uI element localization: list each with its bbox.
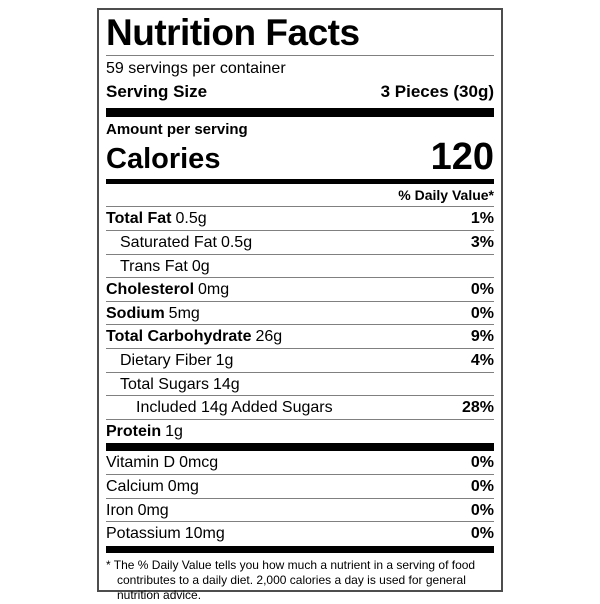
nutrient-name: Cholesterol <box>106 281 195 299</box>
nutrient-row-saturated-fat: Saturated Fat 0.5g 3% <box>106 231 494 255</box>
nutrient-name: Total Sugars <box>120 375 209 393</box>
vitamin-amount: 0mg <box>137 501 169 519</box>
nutrient-row-cholesterol: Cholesterol 0mg 0% <box>106 278 494 302</box>
nutrient-dv: 3% <box>470 234 494 252</box>
nutrient-name: Sodium <box>106 304 165 322</box>
nutrient-name: Included 14g Added Sugars <box>136 399 333 417</box>
thick-divider-bar <box>106 443 494 452</box>
nutrient-dv: 1% <box>470 210 494 228</box>
nutrient-name: Protein <box>106 422 162 440</box>
nutrient-amount: 1g <box>215 351 234 369</box>
vitamin-name: Calcium <box>106 477 164 495</box>
nutrient-name: Dietary Fiber <box>120 351 212 369</box>
vitamin-dv: 0% <box>470 525 494 543</box>
vitamin-name: Potassium <box>106 525 181 543</box>
thick-divider-bar <box>106 545 494 553</box>
nutrient-dv: 0% <box>470 281 494 299</box>
servings-per-container: 59 servings per container <box>106 59 286 77</box>
nutrient-amount: 26g <box>255 328 283 346</box>
nutrient-amount: 0g <box>191 257 210 275</box>
nutrient-name: Trans Fat <box>120 257 188 275</box>
nutrient-dv: 4% <box>470 351 494 369</box>
nutrient-row-total-sugars: Total Sugars 14g <box>106 373 494 397</box>
nutrient-row-sodium: Sodium 5mg 0% <box>106 302 494 326</box>
vitamin-row-potassium: Potassium 10mg 0% <box>106 522 494 545</box>
nutrient-amount: 14g <box>212 375 240 393</box>
thick-divider-bar <box>106 107 494 117</box>
nutrient-row-dietary-fiber: Dietary Fiber 1g 4% <box>106 349 494 373</box>
nutrient-dv: 9% <box>470 328 494 346</box>
nutrient-row-trans-fat: Trans Fat 0g <box>106 255 494 279</box>
vitamin-dv: 0% <box>470 501 494 519</box>
nutrient-amount: 0mg <box>198 281 230 299</box>
label-title: Nutrition Facts <box>106 13 494 56</box>
vitamin-amount: 10mg <box>184 525 225 543</box>
nutrient-amount: 0.5g <box>175 210 207 228</box>
nutrient-dv: 0% <box>470 304 494 322</box>
calories-row: Calories 120 <box>106 138 494 176</box>
nutrient-amount: 5mg <box>168 304 200 322</box>
vitamin-name: Vitamin D <box>106 454 176 472</box>
vitamin-amount: 0mg <box>167 477 199 495</box>
vitamin-row-vitamin-d: Vitamin D 0mcg 0% <box>106 451 494 475</box>
nutrition-facts-label: Nutrition Facts 59 servings per containe… <box>97 8 503 602</box>
nutrient-name: Saturated Fat <box>120 234 217 252</box>
vitamin-dv: 0% <box>470 454 494 472</box>
calories-value: 120 <box>430 136 494 179</box>
nutrient-row-added-sugars: Included 14g Added Sugars 28% <box>106 396 494 420</box>
nutrient-amount: 1g <box>165 422 183 440</box>
nutrient-dv: 28% <box>461 399 494 417</box>
nutrient-row-total-carbohydrate: Total Carbohydrate 26g 9% <box>106 325 494 349</box>
calories-label: Calories <box>106 142 221 175</box>
serving-size-label: Serving Size <box>106 82 208 102</box>
vitamin-name: Iron <box>106 501 134 519</box>
nutrient-row-total-fat: Total Fat 0.5g 1% <box>106 207 494 232</box>
daily-value-header: % Daily Value* <box>106 184 494 208</box>
vitamin-row-iron: Iron 0mg 0% <box>106 499 494 523</box>
vitamin-amount: 0mcg <box>179 454 219 472</box>
nutrient-amount: 0.5g <box>220 234 253 252</box>
medium-divider-bar <box>106 179 494 185</box>
daily-value-footnote: * The % Daily Value tells you how much a… <box>106 557 476 603</box>
serving-size-row: Serving Size 3 Pieces (30g) <box>106 82 494 102</box>
nutrient-name: Total Carbohydrate <box>106 328 252 346</box>
serving-size-value: 3 Pieces (30g) <box>380 82 494 102</box>
nutrient-name: Total Fat <box>106 210 172 228</box>
nutrient-row-protein: Protein 1g <box>106 420 494 443</box>
vitamin-dv: 0% <box>470 477 494 495</box>
amount-per-serving-label: Amount per serving <box>106 120 248 138</box>
vitamin-row-calcium: Calcium 0mg 0% <box>106 475 494 499</box>
